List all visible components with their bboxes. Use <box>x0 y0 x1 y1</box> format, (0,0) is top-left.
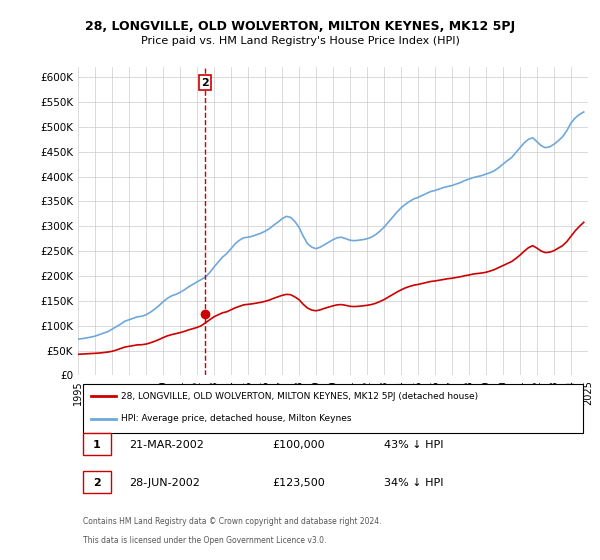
Text: Contains HM Land Registry data © Crown copyright and database right 2024.: Contains HM Land Registry data © Crown c… <box>83 516 382 525</box>
Text: £100,000: £100,000 <box>272 440 325 450</box>
Text: 1: 1 <box>93 440 101 450</box>
FancyBboxPatch shape <box>83 471 111 493</box>
Text: 43% ↓ HPI: 43% ↓ HPI <box>384 440 443 450</box>
FancyBboxPatch shape <box>83 433 111 455</box>
Text: 2: 2 <box>202 78 209 87</box>
Text: 34% ↓ HPI: 34% ↓ HPI <box>384 478 443 488</box>
Text: 28, LONGVILLE, OLD WOLVERTON, MILTON KEYNES, MK12 5PJ (detached house): 28, LONGVILLE, OLD WOLVERTON, MILTON KEY… <box>121 392 478 401</box>
Text: 28, LONGVILLE, OLD WOLVERTON, MILTON KEYNES, MK12 5PJ: 28, LONGVILLE, OLD WOLVERTON, MILTON KEY… <box>85 20 515 32</box>
Text: 28-JUN-2002: 28-JUN-2002 <box>129 478 200 488</box>
Text: 2: 2 <box>93 478 101 488</box>
Text: Price paid vs. HM Land Registry's House Price Index (HPI): Price paid vs. HM Land Registry's House … <box>140 36 460 46</box>
Text: 21-MAR-2002: 21-MAR-2002 <box>129 440 204 450</box>
Text: £123,500: £123,500 <box>272 478 325 488</box>
Text: This data is licensed under the Open Government Licence v3.0.: This data is licensed under the Open Gov… <box>83 535 326 545</box>
Text: HPI: Average price, detached house, Milton Keynes: HPI: Average price, detached house, Milt… <box>121 414 352 423</box>
FancyBboxPatch shape <box>83 384 583 433</box>
